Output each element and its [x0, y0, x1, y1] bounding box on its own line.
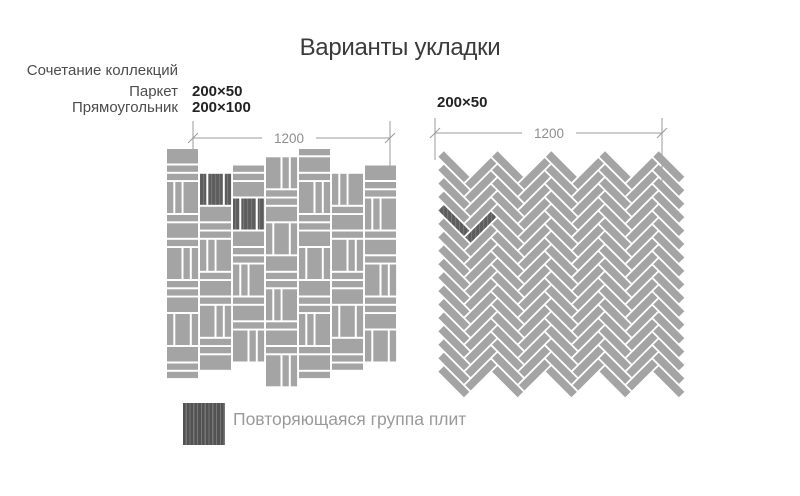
dim-arrow-slash — [384, 132, 396, 144]
tile-group — [438, 151, 685, 398]
dimension-right: 1200 — [429, 118, 668, 184]
collections-heading: Сочетание коллекций — [26, 62, 178, 79]
collection-names: Паркет Прямоугольник — [0, 84, 178, 115]
dim-arrow-slash — [656, 127, 668, 139]
tile-size-label: 200×50 — [192, 83, 243, 100]
tile-group — [167, 149, 397, 387]
dimension-left: 1200 — [187, 121, 396, 179]
repeating-group-swatch — [183, 403, 225, 445]
tile-size-label: 200×100 — [192, 98, 251, 116]
herringbone-size-label: 200×50 — [437, 94, 488, 111]
dim-arrow-slash — [429, 127, 441, 139]
collection-sizes: 200×50 200×100 — [192, 84, 251, 115]
basketweave-pattern — [167, 149, 397, 387]
dim-value: 1200 — [534, 126, 564, 141]
collection-name: Паркет — [129, 83, 178, 100]
page-title: Варианты укладки — [299, 34, 501, 61]
dim-arrow-slash — [187, 132, 199, 144]
collection-name: Прямоугольник — [71, 98, 178, 116]
dim-value: 1200 — [274, 131, 304, 146]
legend-label: Повторяющаяся группа плит — [233, 409, 467, 429]
herringbone-pattern — [438, 151, 685, 398]
